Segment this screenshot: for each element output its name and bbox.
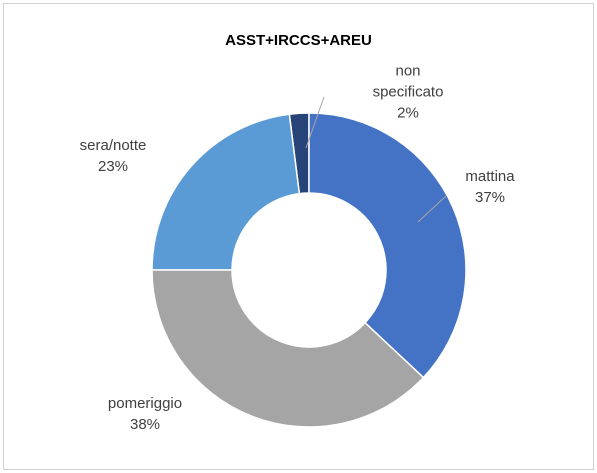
donut-slice [151, 113, 301, 271]
leader-line [305, 96, 325, 149]
data-label: non specificato 2% [363, 61, 453, 124]
percent-label: 23% [97, 158, 129, 175]
percent-label: 2% [397, 104, 419, 122]
category-label: non specificato [372, 62, 444, 101]
percent-label: 37% [474, 189, 506, 206]
donut-slice [308, 112, 467, 379]
data-label: sera/notte 23% [58, 135, 168, 177]
category-label: pomeriggio [107, 395, 183, 412]
category-label: mattina [465, 168, 515, 185]
donut-slice [151, 269, 425, 428]
data-label: mattina 37% [435, 166, 545, 208]
category-label: sera/notte [79, 137, 147, 154]
percent-label: 38% [129, 416, 161, 433]
data-label: pomeriggio 38% [90, 393, 200, 435]
leader-line [417, 195, 447, 223]
chart-title: ASST+IRCCS+AREU [225, 32, 372, 49]
